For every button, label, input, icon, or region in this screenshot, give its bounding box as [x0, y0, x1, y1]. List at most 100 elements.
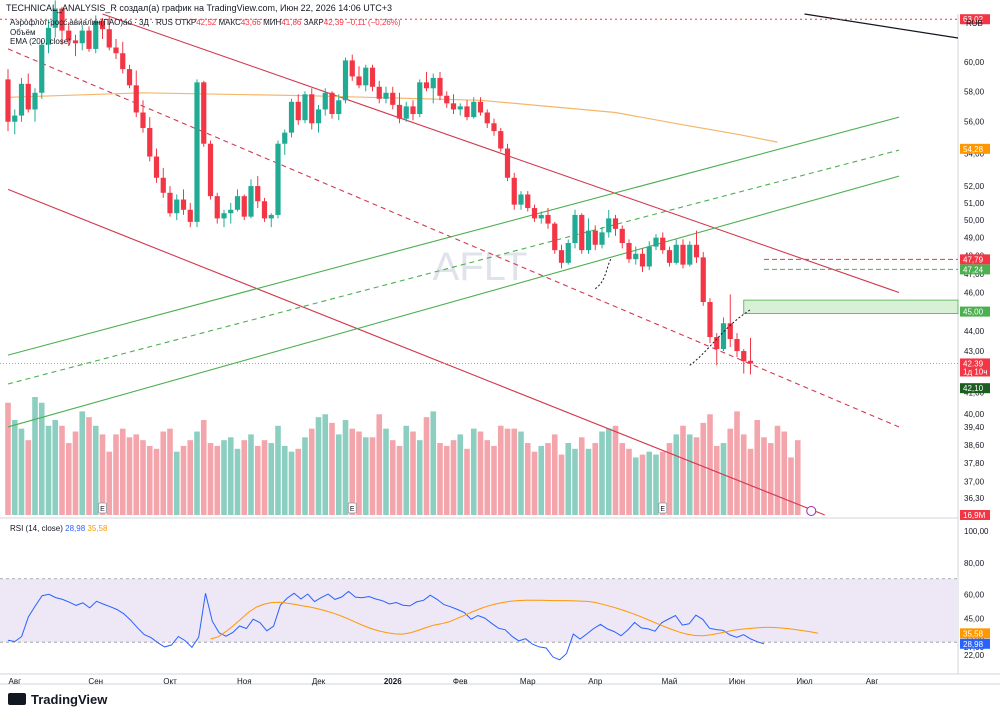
symbol-legend[interactable]: Аэрофлот-росс.авиалин(ПАО)ао · 3Д · RUS … — [10, 18, 401, 27]
volume-bar — [200, 420, 207, 515]
rsi-value-badge-text: 28,98 — [963, 640, 984, 649]
candle-body — [25, 83, 31, 110]
rsi-ma-value: 35,58 — [87, 524, 108, 533]
candle — [491, 118, 497, 136]
rsi-tick-label: 60,00 — [964, 591, 985, 600]
time-axis[interactable]: Авг Сен Окт Ноя Дек 2026 Фев Мар Апр Май Июн Июл Авг — [8, 677, 878, 686]
rsi-tick-label: 22,00 — [964, 651, 985, 660]
candle-body — [356, 76, 362, 86]
candle-body — [187, 209, 193, 222]
candle — [680, 239, 686, 269]
candle-body — [477, 101, 484, 113]
price-tick-label: 39,40 — [964, 423, 985, 432]
volume-bar — [308, 428, 315, 515]
volume-bar — [288, 451, 295, 515]
earnings-marker: E — [658, 502, 668, 514]
candle-body — [484, 112, 490, 124]
channel-descending-lower — [7, 188, 825, 516]
price-badge: 47,79 — [960, 254, 990, 265]
volume-bar — [491, 445, 497, 515]
trendline-black — [804, 13, 959, 39]
low-label: МИН — [263, 18, 282, 27]
rsi-label: RSI (14, close) — [10, 524, 63, 533]
candle-body — [720, 323, 727, 350]
candle-body — [417, 82, 423, 115]
candle — [288, 98, 295, 138]
channel-ascending-upper — [7, 116, 900, 356]
price-tick-label: 38,60 — [964, 441, 985, 450]
candle-body — [302, 94, 308, 121]
volume-bar — [248, 434, 254, 515]
time-tick-label: Окт — [163, 677, 177, 686]
volume-bar — [45, 425, 52, 515]
price-badge: 16,9M — [960, 510, 990, 520]
candle — [592, 225, 598, 251]
candle-body — [5, 79, 11, 122]
volume-bar — [194, 431, 200, 515]
candle — [309, 88, 315, 130]
candle — [504, 143, 511, 182]
candle-body — [12, 115, 18, 122]
volume-bar — [686, 434, 693, 515]
volume-bar — [167, 428, 173, 515]
candle — [423, 72, 430, 92]
rsi-legend[interactable]: RSI (14, close) 28,98 35,58 — [10, 524, 107, 533]
price-badge: 42,10 — [960, 383, 990, 394]
candle-body — [646, 246, 652, 267]
candle — [450, 94, 457, 115]
volume-bar — [599, 431, 605, 515]
volume-legend[interactable]: Объём — [10, 28, 36, 37]
ema-200-line — [7, 92, 778, 143]
volume-bar — [551, 434, 558, 515]
volume-bar — [727, 428, 734, 515]
candle — [72, 34, 79, 57]
watermark: AFLT — [433, 245, 528, 289]
candle-body — [545, 214, 551, 224]
candle — [383, 86, 389, 104]
volume-bar — [214, 445, 221, 515]
volume-bar — [734, 411, 740, 515]
price-badge-text: 42,39 — [963, 359, 984, 368]
tradingview-logo[interactable]: TradingView — [8, 692, 107, 707]
candle — [342, 57, 349, 104]
candle-body — [450, 103, 457, 110]
candle — [599, 227, 605, 249]
volume-bar — [349, 428, 356, 515]
volume-bar — [79, 411, 86, 515]
volume-bar — [774, 425, 781, 515]
time-tick-label: Авг — [866, 677, 879, 686]
candlestick-series — [5, 0, 754, 375]
candle — [646, 241, 652, 271]
price-badge-text: 16,9M — [963, 511, 986, 520]
volume-bar — [410, 431, 416, 515]
price-badge-text: 45,00 — [963, 308, 984, 317]
price-badge-text: 1д 10ч — [963, 367, 987, 376]
volume-bar — [538, 445, 545, 515]
candle — [693, 230, 700, 263]
volume-bar — [275, 425, 281, 515]
close-label: ЗАКР — [303, 18, 324, 27]
candle-body — [174, 199, 180, 214]
volume-bar — [356, 431, 362, 515]
candle-body — [707, 301, 713, 338]
price-badge-text: 47,79 — [963, 255, 984, 264]
volume-bar — [464, 448, 470, 515]
candle — [120, 41, 126, 74]
time-tick-label: Мар — [520, 677, 536, 686]
price-badge-bg — [960, 306, 990, 317]
time-tick-label: 2026 — [384, 677, 402, 686]
candle-body — [66, 30, 72, 41]
candle — [498, 127, 504, 152]
earnings-marker-text: E — [660, 506, 665, 513]
candle — [86, 26, 92, 52]
candle-body — [558, 250, 565, 263]
ema-legend[interactable]: EMA (200, close) — [10, 37, 71, 46]
volume-bar — [477, 431, 484, 515]
candle-body — [228, 209, 234, 214]
candle-body — [167, 192, 173, 214]
candle-body — [309, 94, 315, 124]
rsi-tick-label: 100,00 — [964, 527, 989, 536]
volume-bar — [794, 440, 801, 515]
candle-body — [295, 101, 301, 121]
